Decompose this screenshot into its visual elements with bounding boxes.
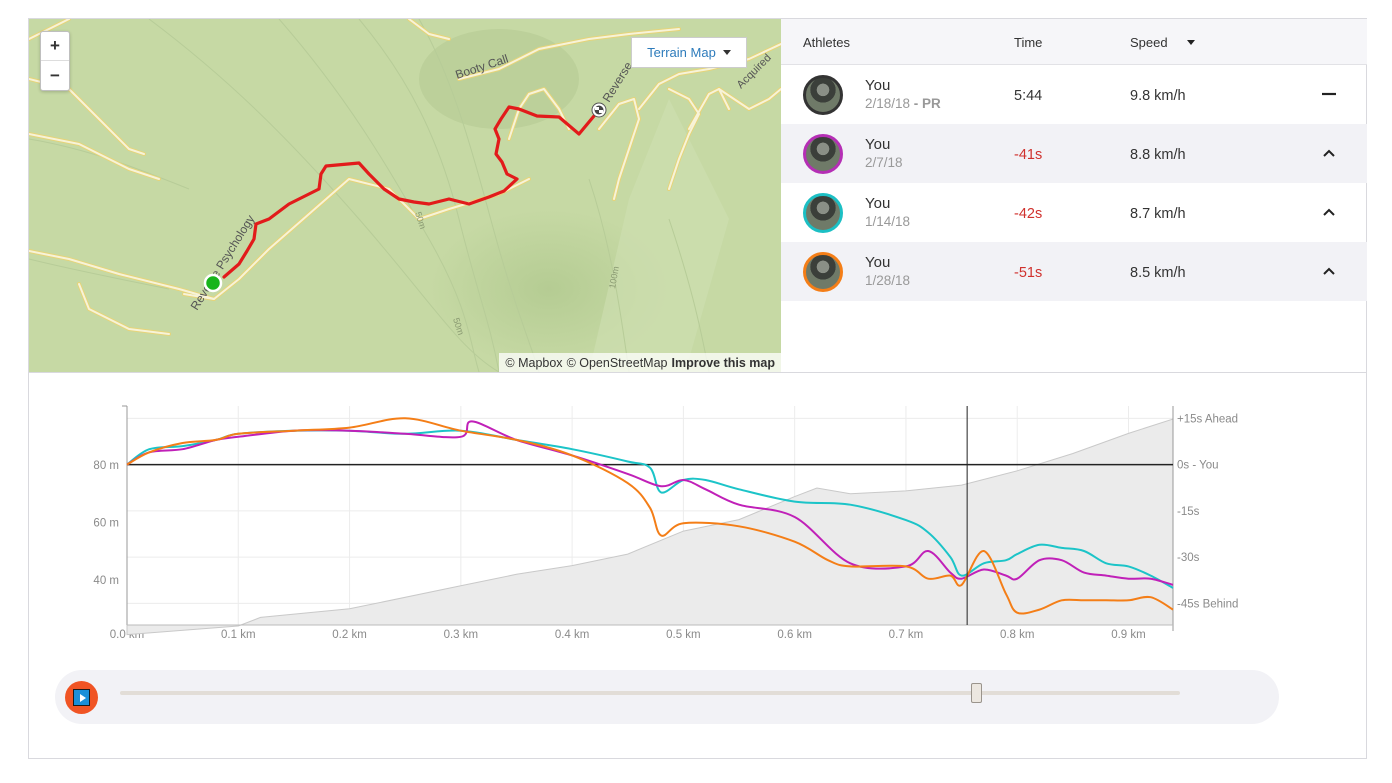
athlete-leaderboard: Athletes Time Speed You 2/18/18 - PR 5:4… [781, 19, 1367, 372]
x-tick-label: 0.9 km [1111, 629, 1146, 641]
effort-time: -41s [1014, 147, 1043, 163]
effort-date-value: 1/14/18 [865, 214, 911, 229]
caret-down-icon [722, 50, 731, 55]
improve-map-link[interactable]: Improve this map [671, 355, 776, 370]
elevation-profile [126, 418, 1174, 636]
start-marker-icon [203, 273, 223, 293]
right-tick-label: 0s - You [1177, 460, 1219, 472]
leaderboard-row[interactable]: You 2/18/18 - PR 5:44 9.8 km/h [781, 65, 1367, 124]
effort-speed: 8.8 km/h [1130, 147, 1186, 163]
osm-attribution-link[interactable]: © OpenStreetMap [566, 355, 668, 370]
athlete-name[interactable]: You [865, 77, 891, 94]
terrain-shade [419, 29, 579, 129]
minus-icon[interactable] [1319, 87, 1339, 101]
x-tick-label: 0.7 km [889, 629, 924, 641]
leaderboard-row[interactable]: You 1/28/18 -51s 8.5 km/h [781, 242, 1367, 301]
x-tick-label: 0.4 km [555, 629, 590, 641]
right-tick-label: -45s Behind [1177, 598, 1238, 610]
chevron-up-icon[interactable] [1319, 205, 1339, 219]
effort-date-value: 1/28/18 [865, 273, 911, 288]
map-canvas[interactable]: Booty Call Reverse Reverse Psychology Ac… [29, 19, 781, 372]
finish-flag-icon [591, 102, 607, 118]
x-tick-label: 0.1 km [221, 629, 256, 641]
sort-caret-down-icon[interactable] [1187, 40, 1195, 45]
left-tick-label: 60 m [93, 518, 119, 530]
athletes-column-header: Athletes [803, 35, 850, 50]
x-tick-label: 0.6 km [777, 629, 812, 641]
mapbox-attribution-link[interactable]: © Mapbox [505, 355, 563, 370]
chevron-up-icon[interactable] [1319, 264, 1339, 278]
effort-time: 5:44 [1014, 88, 1043, 104]
x-tick-label: 0.5 km [666, 629, 701, 641]
athlete-avatar[interactable] [803, 75, 843, 115]
effort-time: -42s [1014, 206, 1043, 222]
time-gap-chart[interactable]: 0.0 km 0.1 km 0.2 km 0.3 km 0.4 km 0.5 km 0.6 … [29, 372, 1367, 662]
athlete-name[interactable]: You [865, 254, 891, 271]
zoom-control: + − [40, 31, 70, 91]
leaderboard-row[interactable]: You 2/7/18 -41s 8.8 km/h [781, 124, 1367, 183]
athlete-name[interactable]: You [865, 136, 891, 153]
athlete-avatar[interactable] [803, 193, 843, 233]
right-tick-label: +15s Ahead [1177, 413, 1238, 425]
effort-date: 1/14/18 [865, 214, 910, 229]
chevron-up-icon[interactable] [1319, 146, 1339, 160]
pr-badge: - PR [910, 96, 941, 111]
zoom-in-button[interactable]: + [41, 32, 69, 61]
effort-speed: 8.5 km/h [1130, 265, 1186, 281]
x-tick-label: 0.3 km [444, 629, 479, 641]
effort-date: 2/7/18 [865, 155, 903, 170]
effort-date-value: 2/7/18 [865, 155, 903, 170]
playback-track[interactable] [120, 691, 1180, 695]
athlete-gap-line [126, 417, 1174, 615]
leaderboard-row[interactable]: You 1/14/18 -42s 8.7 km/h [781, 183, 1367, 242]
play-button[interactable] [65, 681, 98, 714]
athlete-avatar[interactable] [803, 134, 843, 174]
x-tick-label: 0.8 km [1000, 629, 1035, 641]
segment-route-line [222, 105, 601, 279]
left-tick-label: 40 m [93, 575, 119, 587]
effort-date: 2/18/18 - PR [865, 96, 941, 111]
effort-date-value: 2/18/18 [865, 96, 911, 111]
right-tick-label: -15s [1177, 506, 1200, 518]
map-attribution: © Mapbox © OpenStreetMap Improve this ma… [499, 353, 781, 372]
speed-column-header[interactable]: Speed [1130, 35, 1168, 50]
route-map[interactable]: Booty Call Reverse Reverse Psychology Ac… [29, 19, 781, 372]
effort-speed: 9.8 km/h [1130, 88, 1186, 104]
x-tick-label: 0.2 km [332, 629, 367, 641]
chart-canvas[interactable]: 0.0 km 0.1 km 0.2 km 0.3 km 0.4 km 0.5 km 0.6 … [29, 373, 1367, 663]
contour-label: 100m [607, 265, 621, 289]
leaderboard-header: Athletes Time Speed [781, 19, 1367, 65]
right-tick-label: -30s [1177, 552, 1200, 564]
time-column-header[interactable]: Time [1014, 35, 1043, 50]
segment-compare-panel: Booty Call Reverse Reverse Psychology Ac… [28, 18, 1367, 759]
map-layer-dropdown[interactable]: Terrain Map [631, 37, 747, 68]
trail-network [29, 19, 781, 336]
effort-date: 1/28/18 [865, 273, 910, 288]
playback-scrubber-handle[interactable] [971, 683, 982, 703]
play-icon [73, 689, 90, 706]
athlete-avatar[interactable] [803, 252, 843, 292]
effort-speed: 8.7 km/h [1130, 206, 1186, 222]
zoom-out-button[interactable]: − [50, 65, 60, 85]
playback-bar [55, 670, 1279, 724]
left-tick-label: 80 m [93, 460, 119, 472]
map-layer-label: Terrain Map [647, 45, 716, 60]
leaderboard-rows: You 2/18/18 - PR 5:44 9.8 km/h You 2/7/1… [781, 65, 1367, 301]
athlete-name[interactable]: You [865, 195, 891, 212]
effort-time: -51s [1014, 265, 1043, 281]
